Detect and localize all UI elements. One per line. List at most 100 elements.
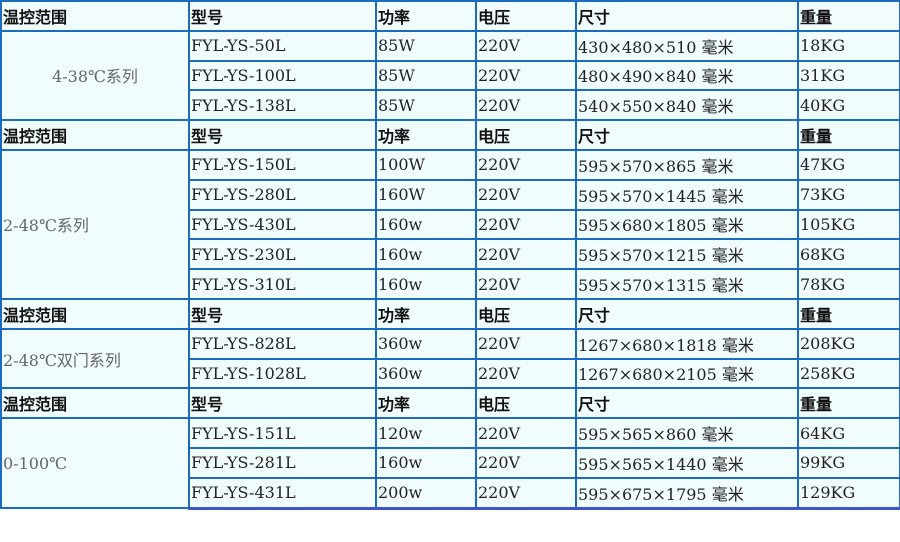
weight-cell: 47KG — [797, 148, 900, 181]
header-voltage: 电压 — [475, 387, 577, 420]
model-cell: FYL-YS-151L — [188, 417, 377, 449]
power-cell: 360w — [375, 357, 477, 390]
model-cell: FYL-YS-310L — [188, 268, 377, 300]
header-row: 温控范围 型号 功率 电压 尺寸 重量 — [0, 387, 900, 420]
weight-cell: 73KG — [797, 178, 900, 211]
model-cell: FYL-YS-138L — [188, 89, 377, 122]
voltage-cell: 220V — [475, 238, 577, 271]
range-cell: 2-48℃双门系列 — [0, 327, 190, 390]
size-cell: 1267×680×2105 毫米 — [575, 357, 799, 390]
voltage-cell: 220V — [475, 89, 577, 122]
voltage-cell: 220V — [475, 446, 577, 479]
voltage-cell: 220V — [475, 327, 577, 360]
header-model: 型号 — [188, 297, 377, 330]
voltage-cell: 220V — [475, 268, 577, 300]
power-cell: 160w — [375, 268, 477, 300]
table-row: FYL-YS-280L 160W 220V 595×570×1445 毫米 73KG — [1, 178, 900, 211]
range-cell: 0-100℃ — [0, 417, 190, 510]
model-cell: FYL-YS-280L — [188, 178, 377, 211]
model-cell: FYL-YS-430L — [188, 208, 377, 241]
weight-cell: 129KG — [797, 476, 900, 510]
weight-cell: 68KG — [797, 238, 900, 271]
size-cell: 430×480×510 毫米 — [575, 29, 799, 62]
weight-cell: 18KG — [797, 29, 900, 62]
range-cell: 4-38℃系列 — [0, 29, 190, 122]
voltage-cell: 220V — [475, 148, 577, 181]
header-power: 功率 — [375, 387, 477, 420]
power-cell: 160w — [375, 446, 477, 479]
header-weight: 重量 — [797, 387, 900, 420]
table-row: 2-48℃系列 FYL-YS-150L 100W 220V 595×570×865 毫米… — [0, 148, 900, 300]
voltage-cell: 220V — [475, 476, 577, 510]
voltage-cell: 220V — [475, 59, 577, 92]
weight-cell: 31KG — [797, 59, 900, 92]
table-row: 4-38℃系列 FYL-YS-50L 85W 220V 430×480×510 毫米 18… — [0, 29, 900, 122]
power-cell: 200w — [375, 476, 477, 510]
voltage-cell: 220V — [475, 178, 577, 211]
model-cell: FYL-YS-431L — [188, 476, 377, 510]
size-cell: 595×570×1215 毫米 — [575, 238, 799, 271]
size-cell: 595×565×860 毫米 — [575, 417, 799, 449]
model-cell: FYL-YS-100L — [188, 59, 377, 92]
header-power: 功率 — [375, 119, 477, 151]
header-voltage: 电压 — [475, 297, 577, 330]
header-row: 温控范围 型号 功率 电压 尺寸 重量 — [0, 0, 900, 32]
power-cell: 160w — [375, 238, 477, 271]
size-cell: 540×550×840 毫米 — [575, 89, 799, 122]
header-weight: 重量 — [797, 0, 900, 32]
voltage-cell: 220V — [475, 208, 577, 241]
header-weight: 重量 — [797, 297, 900, 330]
header-size: 尺寸 — [575, 297, 799, 330]
weight-cell: 99KG — [797, 446, 900, 479]
size-cell: 595×570×865 毫米 — [575, 148, 799, 181]
header-range: 温控范围 — [0, 0, 190, 32]
table-row: FYL-YS-100L 85W 220V 480×490×840 毫米 31KG — [1, 59, 900, 92]
header-range: 温控范围 — [0, 119, 190, 151]
header-row: 温控范围 型号 功率 电压 尺寸 重量 — [0, 297, 900, 330]
size-cell: 480×490×840 毫米 — [575, 59, 799, 92]
model-cell: FYL-YS-1028L — [188, 357, 377, 390]
size-cell: 595×570×1315 毫米 — [575, 268, 799, 300]
model-cell: FYL-YS-150L — [188, 148, 377, 181]
power-cell: 120w — [375, 417, 477, 449]
header-model: 型号 — [188, 0, 377, 32]
power-cell: 360w — [375, 327, 477, 360]
table-row: FYL-YS-431L 200w 220V 595×675×1795 毫米 129KG — [1, 476, 900, 510]
header-size: 尺寸 — [575, 119, 799, 151]
header-power: 功率 — [375, 0, 477, 32]
table-row: 0-100℃ FYL-YS-151L 120w 220V 595×565×860 毫米 6… — [0, 417, 900, 510]
size-cell: 1267×680×1818 毫米 — [575, 327, 799, 360]
model-cell: FYL-YS-50L — [188, 29, 377, 62]
weight-cell: 258KG — [797, 357, 900, 390]
voltage-cell: 220V — [475, 29, 577, 62]
size-cell: 595×675×1795 毫米 — [575, 476, 799, 510]
size-cell: 595×570×1445 毫米 — [575, 178, 799, 211]
table-row: FYL-YS-138L 85W 220V 540×550×840 毫米 40KG — [1, 89, 900, 122]
weight-cell: 78KG — [797, 268, 900, 300]
voltage-cell: 220V — [475, 357, 577, 390]
table-row: FYL-YS-281L 160w 220V 595×565×1440 毫米 99KG — [1, 446, 900, 479]
header-size: 尺寸 — [575, 0, 799, 32]
model-cell: FYL-YS-230L — [188, 238, 377, 271]
table-row: FYL-YS-230L 160w 220V 595×570×1215 毫米 68KG — [1, 238, 900, 271]
header-model: 型号 — [188, 387, 377, 420]
weight-cell: 208KG — [797, 327, 900, 360]
header-range: 温控范围 — [0, 387, 190, 420]
table-row: 2-48℃双门系列 FYL-YS-828L 360w 220V 1267×680×181… — [0, 327, 900, 390]
power-cell: 160w — [375, 208, 477, 241]
table-row: FYL-YS-310L 160w 220V 595×570×1315 毫米 78KG — [1, 268, 900, 300]
header-row: 温控范围 型号 功率 电压 尺寸 重量 — [0, 119, 900, 151]
header-weight: 重量 — [797, 119, 900, 151]
header-voltage: 电压 — [475, 0, 577, 32]
header-model: 型号 — [188, 119, 377, 151]
header-voltage: 电压 — [475, 119, 577, 151]
range-cell: 2-48℃系列 — [0, 148, 190, 300]
power-cell: 85W — [375, 89, 477, 122]
table-row: FYL-YS-1028L 360w 220V 1267×680×2105 毫米 258K… — [1, 357, 900, 390]
voltage-cell: 220V — [475, 417, 577, 449]
header-range: 温控范围 — [0, 297, 190, 330]
weight-cell: 40KG — [797, 89, 900, 122]
header-power: 功率 — [375, 297, 477, 330]
size-cell: 595×565×1440 毫米 — [575, 446, 799, 479]
product-spec-table: 温控范围 型号 功率 电压 尺寸 重量 4-38℃系列 FYL-YS-50L 85W 220V 43… — [0, 0, 900, 510]
